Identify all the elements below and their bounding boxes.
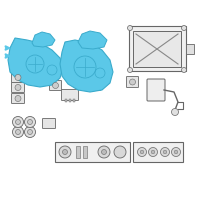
Circle shape — [62, 150, 68, 154]
Circle shape — [182, 68, 186, 72]
Circle shape — [128, 68, 132, 72]
FancyBboxPatch shape — [12, 82, 24, 92]
Circle shape — [15, 74, 21, 80]
Circle shape — [151, 150, 155, 154]
Circle shape — [15, 84, 21, 90]
Bar — [65, 99, 67, 102]
Circle shape — [16, 130, 21, 134]
Circle shape — [52, 82, 58, 88]
Circle shape — [28, 119, 32, 124]
FancyBboxPatch shape — [62, 90, 78, 100]
Circle shape — [114, 146, 126, 158]
FancyBboxPatch shape — [50, 80, 62, 90]
Circle shape — [140, 150, 144, 154]
Polygon shape — [32, 32, 55, 47]
FancyBboxPatch shape — [12, 94, 24, 104]
Circle shape — [102, 150, 106, 154]
Bar — [83, 146, 87, 158]
Circle shape — [12, 116, 24, 128]
Polygon shape — [8, 38, 63, 87]
Circle shape — [24, 127, 36, 138]
Bar — [76, 146, 80, 158]
FancyBboxPatch shape — [127, 76, 138, 88]
Circle shape — [163, 150, 167, 154]
Bar — [69, 99, 71, 102]
Circle shape — [59, 146, 71, 158]
Circle shape — [12, 127, 24, 138]
Circle shape — [130, 79, 136, 85]
Circle shape — [15, 96, 21, 102]
Circle shape — [172, 108, 179, 116]
Circle shape — [148, 148, 158, 156]
Bar — [133, 142, 183, 162]
Bar — [133, 31, 181, 67]
Circle shape — [182, 25, 186, 30]
FancyBboxPatch shape — [88, 80, 101, 90]
FancyBboxPatch shape — [12, 72, 24, 82]
Bar — [129, 26, 186, 71]
Circle shape — [16, 119, 21, 124]
Circle shape — [160, 148, 170, 156]
Circle shape — [138, 148, 146, 156]
FancyBboxPatch shape — [42, 118, 56, 129]
Polygon shape — [60, 40, 113, 92]
FancyBboxPatch shape — [147, 79, 165, 101]
Circle shape — [172, 148, 180, 156]
Bar — [186, 44, 194, 54]
Circle shape — [28, 130, 32, 134]
Bar — [73, 99, 75, 102]
Circle shape — [128, 25, 132, 30]
Circle shape — [98, 146, 110, 158]
Circle shape — [24, 116, 36, 128]
Circle shape — [174, 150, 178, 154]
Bar — [55, 142, 130, 162]
Polygon shape — [78, 31, 107, 49]
